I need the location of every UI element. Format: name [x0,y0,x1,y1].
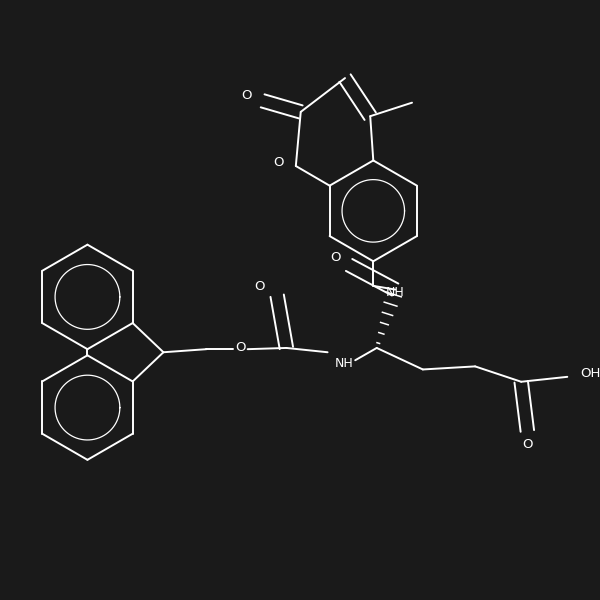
Text: O: O [254,280,265,293]
Text: OH: OH [580,367,600,380]
Text: O: O [522,438,533,451]
Text: O: O [331,251,341,264]
Text: NH: NH [385,286,404,299]
Text: O: O [235,341,245,355]
Text: O: O [241,89,252,103]
Text: NH: NH [335,357,353,370]
Text: O: O [274,157,284,169]
